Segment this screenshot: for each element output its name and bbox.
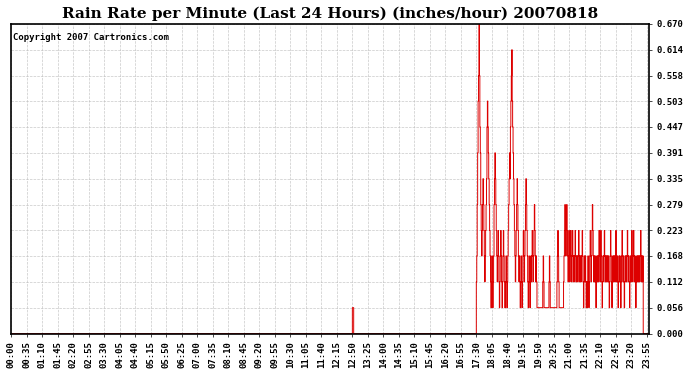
Title: Rain Rate per Minute (Last 24 Hours) (inches/hour) 20070818: Rain Rate per Minute (Last 24 Hours) (in… bbox=[62, 7, 598, 21]
Text: Copyright 2007 Cartronics.com: Copyright 2007 Cartronics.com bbox=[12, 33, 168, 42]
